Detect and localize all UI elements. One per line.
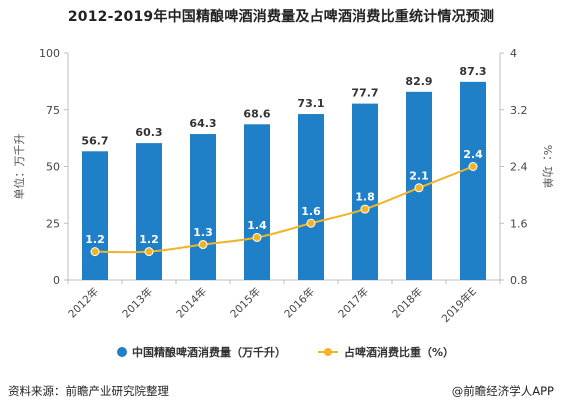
legend-line-label: 占啤酒消费比重（%） xyxy=(344,345,454,359)
bar xyxy=(82,151,108,280)
chart-legend: 中国精酿啤酒消费量（万千升） 占啤酒消费比重（%） xyxy=(117,345,454,359)
bar-series: 56.7 60.3 64.3 68.6 73.1 77.7 82.9 87.3 xyxy=(81,65,487,280)
share-line xyxy=(94,165,474,254)
line-value-label: 1.2 xyxy=(85,233,105,246)
line-value-label: 1.3 xyxy=(193,226,213,239)
line-value-box xyxy=(84,231,106,247)
bar xyxy=(136,143,162,280)
line-value-label: 1.8 xyxy=(355,191,375,204)
bar xyxy=(190,134,216,280)
line-value-box xyxy=(138,231,160,247)
left-tick-label: 75 xyxy=(46,104,60,117)
legend-line-marker xyxy=(324,348,332,356)
bar-value-label: 87.3 xyxy=(459,65,486,78)
right-tick-label: 4 xyxy=(510,47,517,60)
right-tick-label: 2.4 xyxy=(510,161,528,174)
line-value-label: 2.1 xyxy=(409,169,429,182)
bar-value-label: 60.3 xyxy=(135,126,162,139)
x-tick-label: 2013年 xyxy=(120,285,156,321)
x-tick-label: 2016年 xyxy=(282,285,318,321)
right-tick-label: 1.6 xyxy=(510,217,528,230)
line-point xyxy=(252,232,262,242)
line-series: 1.2 1.2 1.3 1.4 1.6 1.8 2.1 2.4 xyxy=(84,146,484,257)
bar xyxy=(244,124,270,280)
source-note: 资料来源：前瞻产业研究院整理 xyxy=(8,384,169,398)
x-tick-label: 2019年E xyxy=(439,285,479,325)
line-point xyxy=(90,247,100,257)
line-value-box xyxy=(246,217,268,233)
bar-value-label: 77.7 xyxy=(351,87,378,100)
x-tick-label: 2015年 xyxy=(228,285,264,321)
legend-bar-label: 中国精酿啤酒消费量（万千升） xyxy=(132,345,286,359)
left-tick-label: 25 xyxy=(46,217,60,230)
bar-value-label: 56.7 xyxy=(81,134,108,147)
left-axis-title: 单位：万千升 xyxy=(12,134,26,200)
brand-note: @前瞻经济学人APP xyxy=(451,384,554,398)
bar xyxy=(298,114,324,280)
left-tick-label: 50 xyxy=(46,161,60,174)
line-point xyxy=(144,247,154,257)
x-tick-label: 2017年 xyxy=(336,285,372,321)
x-tick-label: 2018年 xyxy=(390,285,426,321)
left-tick-label: 100 xyxy=(39,47,60,60)
bar xyxy=(460,81,486,280)
left-tick-label: 0 xyxy=(53,274,60,287)
legend-bar-marker xyxy=(117,347,127,357)
bar-value-label: 73.1 xyxy=(297,97,324,110)
line-value-label: 1.4 xyxy=(247,219,267,232)
x-tick-label: 2014年 xyxy=(174,285,210,321)
line-value-box xyxy=(354,189,376,205)
bar-value-label: 68.6 xyxy=(243,107,270,120)
line-value-box xyxy=(408,167,430,183)
line-point xyxy=(414,183,424,193)
right-tick-label: 3.2 xyxy=(510,104,528,117)
line-value-box xyxy=(300,203,322,219)
chart-title: 2012-2019年中国精酿啤酒消费量及占啤酒消费比重统计情况预测 xyxy=(67,9,495,25)
line-value-label: 1.6 xyxy=(301,205,321,218)
line-point xyxy=(360,204,370,214)
line-point xyxy=(198,240,208,250)
line-value-box xyxy=(192,224,214,240)
x-tick-label: 2012年 xyxy=(66,285,102,321)
right-tick-label: 0.8 xyxy=(510,274,528,287)
right-axis-title: %：功单 xyxy=(541,145,554,188)
line-value-label: 2.4 xyxy=(463,148,483,161)
line-value-box xyxy=(462,146,484,162)
bar-value-label: 64.3 xyxy=(189,117,216,130)
line-point xyxy=(468,162,478,171)
line-point xyxy=(306,218,316,228)
bar-value-label: 82.9 xyxy=(405,75,432,88)
line-value-label: 1.2 xyxy=(139,233,159,246)
